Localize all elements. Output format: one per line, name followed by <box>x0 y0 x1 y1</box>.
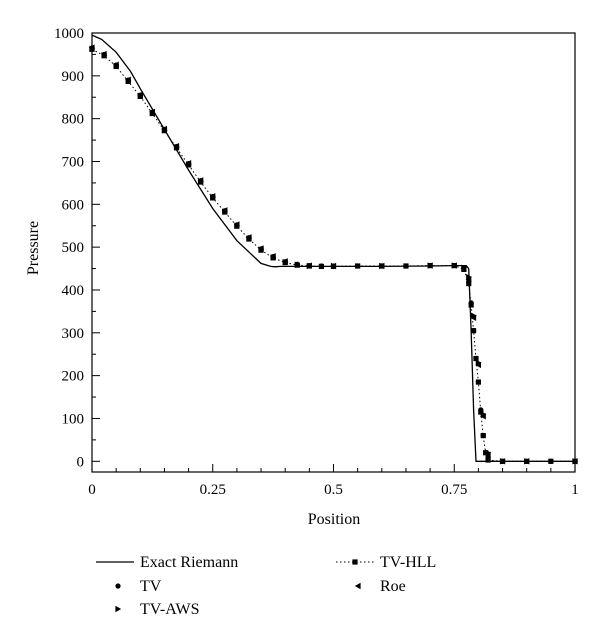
legend-swatch-roe <box>354 582 361 590</box>
plot-frame <box>91 32 576 473</box>
point-tv-hll <box>473 355 479 362</box>
point-roe <box>257 245 264 252</box>
point-roe <box>480 413 486 420</box>
point-roe <box>426 262 433 269</box>
legend: Exact Riemann TV TV-AWS TV-HLL Roe <box>96 554 436 618</box>
point-tv-hll <box>480 432 486 439</box>
x-tick-label: 0 <box>88 482 96 498</box>
series-line-exact-riemann <box>91 34 575 462</box>
point-roe <box>221 207 228 214</box>
point-roe <box>245 234 252 241</box>
point-tv-hll <box>483 450 489 456</box>
point-roe <box>306 262 312 269</box>
legend-swatch-tv-hll <box>352 559 358 565</box>
point-roe <box>161 125 168 133</box>
y-tick-label: 100 <box>62 411 85 427</box>
y-tick-label: 0 <box>77 454 85 470</box>
legend-label-tv: TV <box>140 578 162 595</box>
point-roe <box>499 458 506 465</box>
point-roe <box>282 258 288 265</box>
y-tick-label: 400 <box>62 283 85 299</box>
point-roe <box>125 76 131 83</box>
legend-label-tv-hll: TV-HLL <box>380 554 436 571</box>
point-tv-hll <box>475 379 481 385</box>
x-tick-label: 0.5 <box>324 482 343 498</box>
point-tv-hll <box>548 458 554 464</box>
y-tick-label: 300 <box>62 326 85 342</box>
point-tv-hll <box>355 263 361 269</box>
plot-area <box>88 34 579 465</box>
point-roe <box>100 50 107 58</box>
point-tv-hll <box>294 262 300 268</box>
y-tick-label: 700 <box>62 154 85 170</box>
point-roe <box>470 314 477 322</box>
point-tv-hll <box>485 457 491 463</box>
point-roe <box>209 192 216 200</box>
y-tick-label: 600 <box>62 197 85 213</box>
point-roe <box>137 91 143 98</box>
point-roe <box>451 262 457 269</box>
legend-swatch-tv <box>115 583 121 589</box>
x-tick-label: 1 <box>571 482 579 498</box>
point-tv-hll <box>478 409 484 415</box>
legend-swatch-tv-aws <box>115 605 122 613</box>
point-roe <box>484 451 491 459</box>
point-roe <box>149 108 155 116</box>
legend-label-roe: Roe <box>380 578 406 595</box>
point-tv-hll <box>466 280 472 287</box>
y-tick-label: 800 <box>62 112 85 128</box>
x-tick-label: 0.25 <box>200 482 226 498</box>
y-axis-label: Pressure <box>25 221 42 275</box>
point-roe <box>523 458 530 465</box>
x-axis-label: Position <box>308 511 360 528</box>
point-roe <box>378 262 385 270</box>
y-tick-label: 1000 <box>54 26 84 42</box>
point-roe <box>112 61 119 68</box>
point-tv-hll <box>470 328 477 334</box>
legend-label-exact-riemann: Exact Riemann <box>140 554 238 571</box>
point-roe <box>465 276 472 283</box>
point-tv-hll <box>318 263 325 270</box>
point-roe <box>173 142 180 150</box>
y-tick-label: 900 <box>62 69 85 85</box>
point-roe <box>233 221 240 228</box>
point-roe <box>185 160 192 167</box>
axes: 0 0.25 0.5 0.75 1 0 100 200 300 400 500 600 700 800 90… <box>54 26 579 498</box>
series-line-tv-hll <box>91 48 575 462</box>
y-tick-label: 200 <box>62 369 85 385</box>
point-tv-hll <box>468 302 474 308</box>
point-roe <box>197 177 204 184</box>
point-roe <box>330 262 337 270</box>
y-tick-label: 500 <box>62 240 85 256</box>
point-roe <box>460 264 467 272</box>
point-tv-hll <box>403 263 409 269</box>
point-roe <box>475 361 481 369</box>
legend-label-tv-aws: TV-AWS <box>140 601 199 618</box>
x-tick-label: 0.75 <box>441 482 467 498</box>
point-roe <box>269 252 276 260</box>
